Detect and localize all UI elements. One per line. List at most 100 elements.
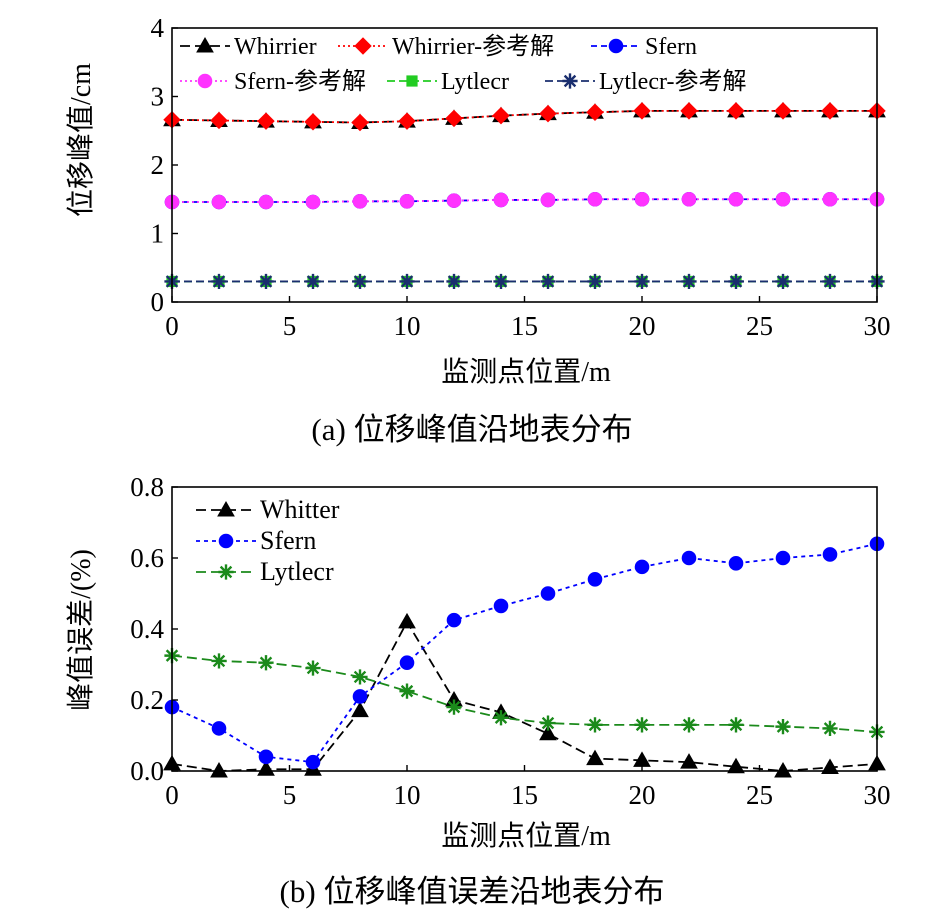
b-data-point: [728, 717, 744, 733]
b-legend-marker: [218, 564, 234, 580]
b-y-tick-label: 0.6: [130, 543, 164, 573]
b-data-point: [727, 757, 745, 774]
b-data-point: [587, 717, 603, 733]
a-legend-label: Lytlecr-参考解: [599, 68, 746, 95]
b-x-tick-label: 25: [746, 780, 773, 810]
b-series-line: [171, 654, 878, 733]
b-series-2: [164, 648, 885, 740]
a-data-point: [305, 273, 321, 290]
b-data-point: [540, 715, 556, 731]
a-data-point: [211, 273, 227, 290]
a-data-point: [304, 113, 322, 131]
a-data-point: [257, 112, 275, 130]
b-data-point: [539, 724, 557, 741]
a-x-tick-label: 0: [165, 311, 179, 341]
b-series-line: [171, 620, 878, 772]
b-x-tick-label: 5: [283, 780, 297, 810]
a-legend-marker: [197, 73, 213, 89]
panel-b-peak-error: 0 5 10 15 20 25 30 0.0 0.2 0.4 0.6 0.8 WhitterSfern…: [65, 472, 891, 909]
a-data-point: [445, 109, 463, 128]
a-legend-entry: Sfern-参考解: [180, 68, 366, 95]
a-series-0: [163, 101, 886, 130]
a-legend-entry: Whirrier-参考解: [338, 33, 554, 60]
a-data-point: [210, 111, 228, 130]
a-legend-entry: Lytlecr: [387, 69, 509, 95]
b-data-point: [587, 572, 603, 587]
a-data-point: [587, 191, 603, 207]
a-data-point: [587, 273, 603, 290]
b-y-tick-label: 0.4: [130, 614, 164, 644]
panel-b-y-axis-label: 峰值误差/(%): [65, 549, 97, 711]
a-data-point: [634, 273, 650, 290]
a-y-tick-label: 4: [151, 13, 165, 43]
a-x-tick-label: 15: [511, 311, 538, 341]
b-y-tick-label: 0.0: [130, 756, 164, 786]
b-data-point: [774, 761, 792, 778]
a-legend-marker: [196, 36, 214, 53]
a-data-point: [775, 273, 791, 290]
b-legend-entry: Sfern: [196, 526, 316, 555]
a-legend-marker: [354, 37, 372, 55]
b-data-point: [258, 655, 274, 671]
b-x-tick-label: 20: [629, 780, 656, 810]
b-data-point: [775, 550, 791, 566]
a-legend-label: Whirrier: [234, 34, 317, 60]
b-data-point: [821, 758, 839, 774]
a-data-point: [634, 191, 650, 207]
b-data-point: [446, 699, 462, 715]
b-y-tick-label: 0.2: [130, 685, 164, 715]
a-data-point: [258, 194, 274, 210]
a-data-point: [492, 106, 510, 125]
b-data-point: [399, 683, 415, 699]
a-y-tick-label: 3: [151, 82, 165, 112]
a-data-point: [446, 193, 462, 208]
a-data-point: [305, 194, 321, 210]
a-series-3: [164, 191, 885, 210]
a-x-tick-label: 20: [629, 311, 656, 341]
a-data-point: [211, 194, 227, 210]
a-legend-marker: [562, 73, 578, 89]
a-series-1: [163, 102, 886, 132]
b-legend-marker: [218, 533, 234, 549]
a-legend-marker: [406, 75, 418, 87]
a-data-point: [399, 273, 415, 290]
a-series-line: [171, 109, 877, 124]
b-y-tick-label: 0.8: [130, 472, 164, 502]
b-data-point: [210, 761, 228, 778]
a-data-point: [493, 273, 509, 290]
b-x-tick-label: 0: [165, 780, 179, 810]
a-data-point: [821, 102, 839, 120]
a-data-point: [586, 103, 604, 121]
b-data-point: [446, 612, 462, 628]
b-data-point: [634, 717, 650, 733]
a-data-point: [681, 273, 697, 290]
b-data-point: [822, 547, 838, 562]
b-legend-label: Lytlecr: [260, 557, 334, 586]
b-legend-marker: [217, 500, 235, 517]
b-data-point: [540, 586, 556, 601]
panel-a-caption: (a) 位移峰值沿地表分布: [311, 412, 632, 447]
a-y-tick-label: 1: [151, 219, 165, 249]
a-data-point: [540, 192, 556, 208]
panel-a-y-axis-label: 位移峰值/cm: [65, 63, 97, 217]
b-data-point: [352, 669, 368, 685]
a-legend-label: Sfern-参考解: [234, 68, 366, 95]
b-data-point: [258, 749, 274, 765]
a-legend-label: Lytlecr: [441, 69, 509, 95]
b-data-point: [728, 556, 744, 571]
b-data-point: [399, 655, 415, 671]
b-data-point: [586, 749, 604, 766]
b-x-tick-label: 30: [864, 780, 891, 810]
a-x-tick-label: 5: [283, 311, 297, 341]
b-data-point: [822, 720, 838, 736]
panel-a-legend: Whirrier Whirrier-参考解 Sfern Sfern-参考解 Lytlec…: [180, 33, 746, 95]
a-data-point: [633, 102, 651, 120]
a-data-point: [539, 104, 557, 123]
b-data-point: [305, 660, 321, 676]
a-data-point: [728, 191, 744, 207]
b-data-point: [775, 719, 791, 735]
a-data-point: [446, 273, 462, 290]
b-legend-entry: Whitter: [196, 495, 340, 524]
b-data-point: [211, 721, 227, 736]
